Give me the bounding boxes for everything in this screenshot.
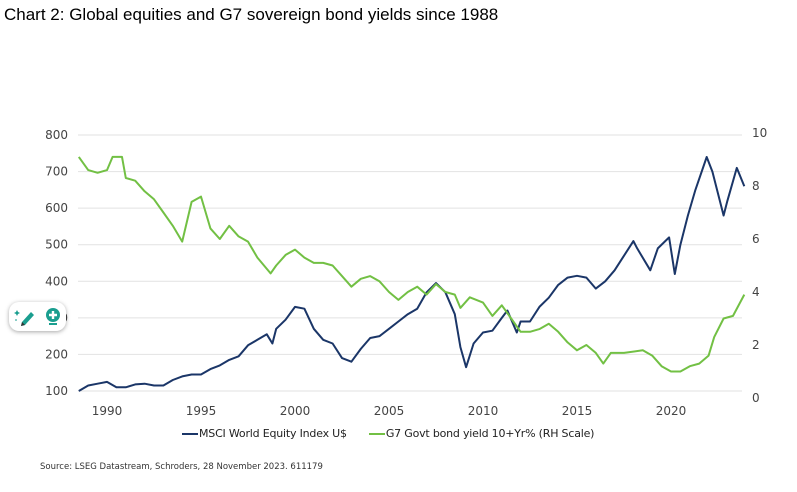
x-tick-label: 1995 <box>186 404 217 418</box>
y-right-tick-label: 4 <box>752 285 760 299</box>
legend-swatch <box>368 433 385 435</box>
y-left-tick-label: 700 <box>45 165 68 179</box>
legend-item-msci: MSCI World Equity Index U$ <box>182 427 347 440</box>
legend-label: MSCI World Equity Index U$ <box>199 427 347 440</box>
y-left-tick-label: 200 <box>45 347 68 361</box>
g7-yield-series-line <box>77 155 746 373</box>
x-tick-label: 1990 <box>92 404 123 418</box>
x-tick-label: 2010 <box>468 404 499 418</box>
y-left-tick-label: 500 <box>45 238 68 252</box>
legend-swatch <box>182 433 198 435</box>
x-tick-label: 2000 <box>280 404 311 418</box>
legend-label: G7 Govt bond yield 10+Yr% (RH Scale) <box>385 427 595 440</box>
y-right-tick-label: 8 <box>752 179 760 193</box>
chart-title: Chart 2: Global equities and G7 sovereig… <box>4 5 499 24</box>
source-note: Source: LSEG Datastream, Schroders, 28 N… <box>40 462 323 472</box>
x-tick-label: 2005 <box>374 404 405 418</box>
y-left-tick-label: 800 <box>45 128 68 142</box>
x-tick-label: 2020 <box>656 404 687 418</box>
legend-item-g7: G7 Govt bond yield 10+Yr% (RH Scale) <box>368 427 595 440</box>
lightbulb-icon[interactable] <box>45 307 61 327</box>
y-right-tick-label: 6 <box>752 232 760 246</box>
floating-toolbar[interactable] <box>9 302 66 331</box>
y-left-tick-label: 600 <box>45 201 68 215</box>
sparkle-pencil-icon[interactable] <box>13 307 36 327</box>
x-tick-label: 2015 <box>562 404 593 418</box>
y-right-tick-label: 10 <box>752 126 767 140</box>
msci-series-line <box>78 156 746 392</box>
y-right-tick-label: 2 <box>752 338 760 352</box>
legend: MSCI World Equity Index U$ G7 Govt bond … <box>182 427 594 440</box>
y-right-tick-label: 0 <box>752 391 760 405</box>
y-left-tick-label: 100 <box>45 384 68 398</box>
y-left-tick-label: 400 <box>45 274 68 288</box>
